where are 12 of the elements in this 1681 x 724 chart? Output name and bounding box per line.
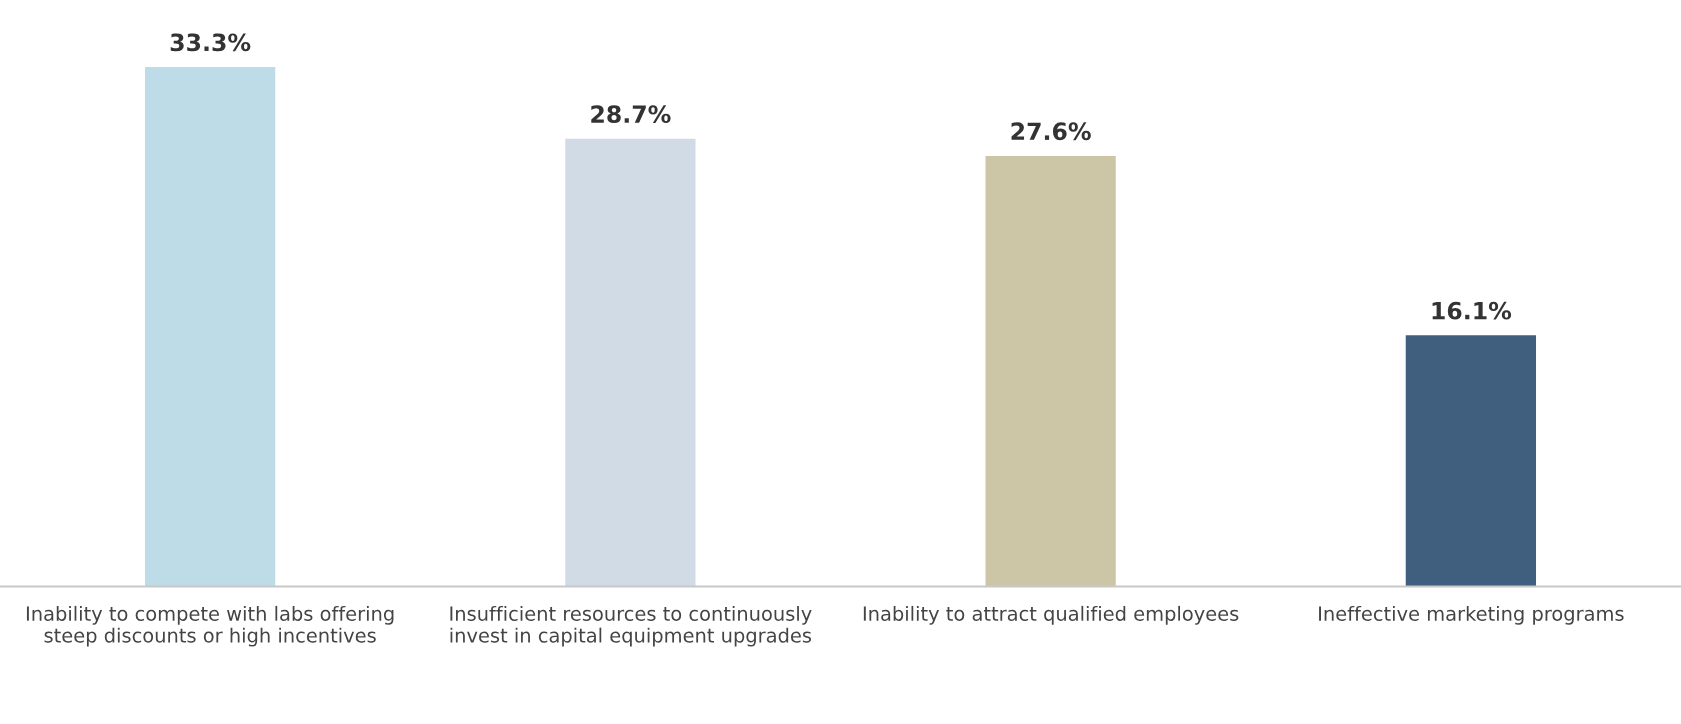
- data-label: 33.3%: [170, 33, 251, 52]
- bar: [985, 155, 1116, 587]
- data-label: 28.7%: [591, 105, 671, 124]
- bar: [144, 66, 276, 587]
- bar: [1405, 335, 1537, 587]
- data-label: 16.1%: [1432, 301, 1512, 320]
- data-label: 27.6%: [1011, 122, 1091, 141]
- x-tick-label: Inability to attract qualified employees: [863, 605, 1239, 625]
- bar: [565, 138, 696, 587]
- x-tick-label: Ineffective marketing programs: [1319, 605, 1624, 625]
- x-tick-label: Insufficient resources to continuously invest in capital equipment upgrades: [450, 605, 812, 647]
- x-tick-label: Inability to compete with labs offering steep discounts or high incentives: [26, 605, 394, 647]
